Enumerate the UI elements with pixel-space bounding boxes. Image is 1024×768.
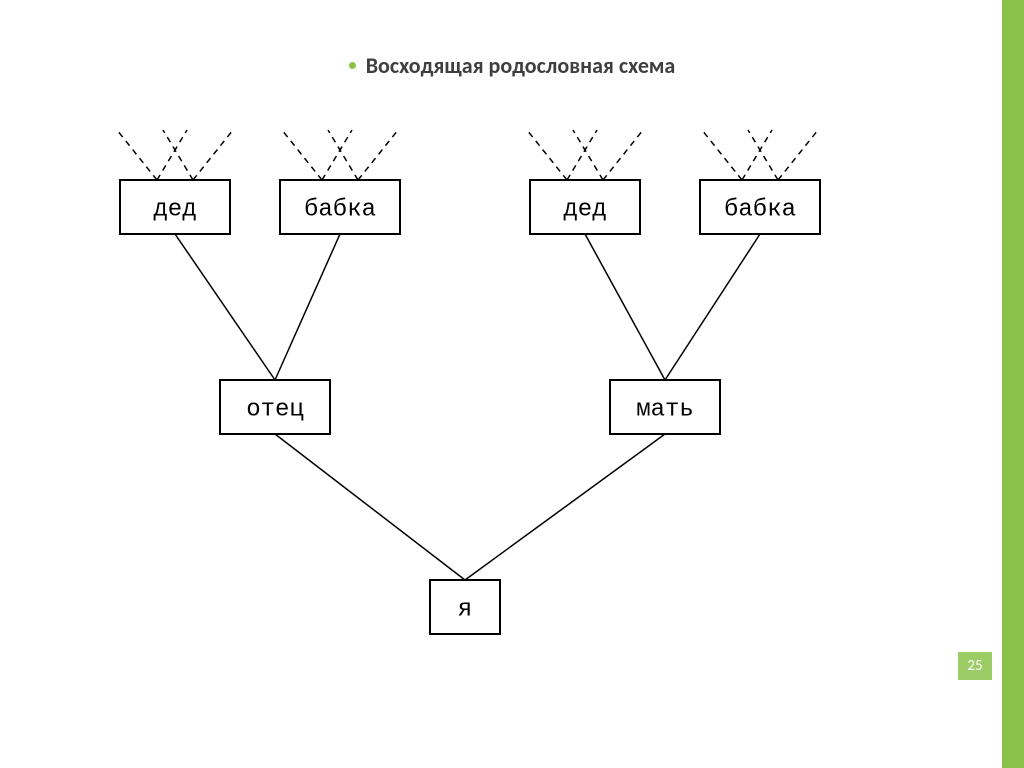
node-gp4: бабка bbox=[700, 180, 820, 234]
node-label-father: отец bbox=[246, 396, 304, 423]
node-label-gp4: бабка bbox=[724, 196, 796, 223]
title-wrap: Восходящая родословная схема bbox=[0, 52, 1024, 79]
node-label-mother: мать bbox=[636, 396, 694, 423]
node-gp3: дед bbox=[530, 180, 640, 234]
slide: Восходящая родословная схема дедбабкадед… bbox=[0, 0, 1024, 768]
node-mother: мать bbox=[610, 380, 720, 434]
node-gp1: дед bbox=[120, 180, 230, 234]
genealogy-diagram: дед бабка дед бабка отец мать я bbox=[90, 120, 910, 690]
node-label-gp3: дед bbox=[563, 196, 606, 223]
node-label-me: я bbox=[458, 596, 472, 623]
page-number: 25 bbox=[967, 657, 982, 675]
page-number-badge: 25 bbox=[958, 652, 992, 680]
node-father: отец bbox=[220, 380, 330, 434]
slide-title: Восходящая родословная схема bbox=[366, 52, 676, 79]
bullet-icon bbox=[349, 62, 356, 69]
node-label-gp2: бабка bbox=[304, 196, 376, 223]
node-label-gp1: дед bbox=[153, 196, 196, 223]
accent-sidebar bbox=[1002, 0, 1024, 768]
node-me: я bbox=[430, 580, 500, 634]
node-gp2: бабка bbox=[280, 180, 400, 234]
